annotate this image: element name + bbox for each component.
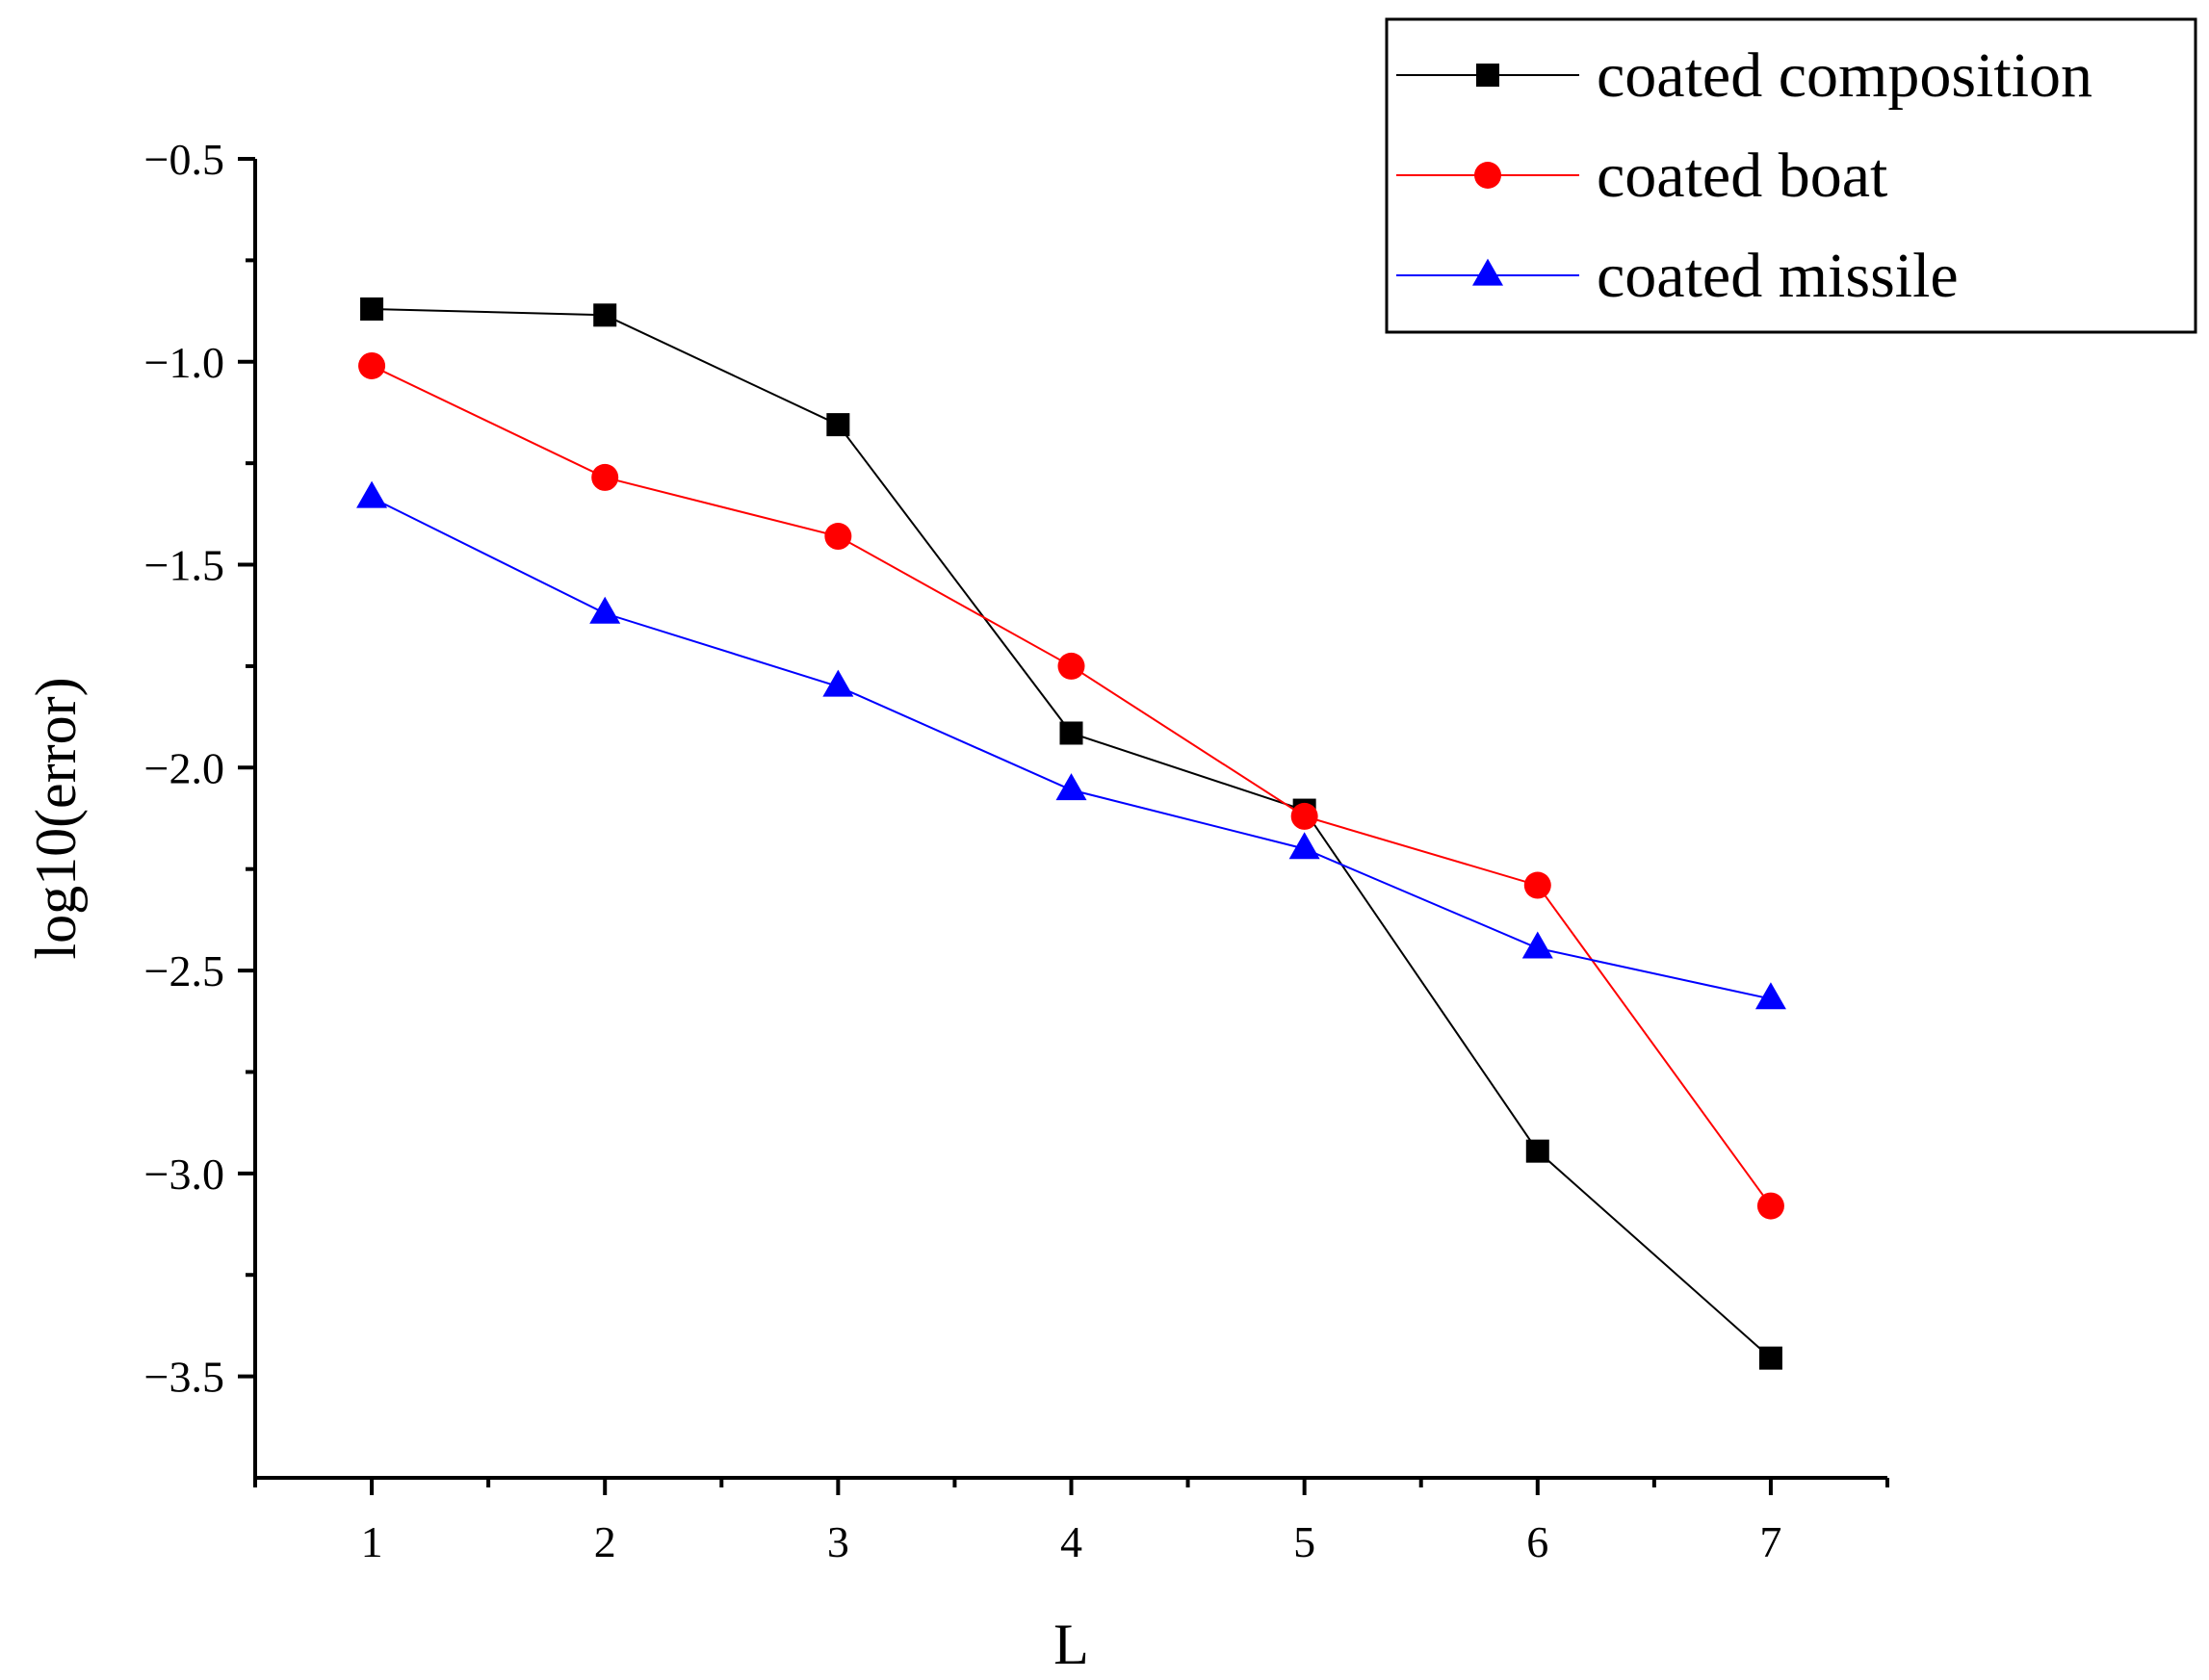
x-tick-label: 3 (827, 1517, 849, 1566)
y-tick-label: −1.0 (144, 338, 224, 387)
data-point (1523, 871, 1551, 899)
data-point (1525, 1139, 1549, 1163)
y-tick-label: −1.5 (144, 541, 224, 590)
y-axis-title: log10(error) (24, 677, 88, 959)
data-point (1521, 931, 1553, 959)
series-coated-composition (360, 297, 1782, 1370)
legend-label: coated boat (1597, 141, 1887, 211)
data-point (822, 669, 854, 697)
x-tick-label: 2 (594, 1517, 616, 1566)
legend-marker (1476, 64, 1499, 87)
x-axis-title: L (1053, 1613, 1089, 1676)
series-layer (356, 297, 1786, 1370)
legend: coated composition coated boat coated miss… (1385, 17, 2197, 334)
x-tick-label: 1 (361, 1517, 383, 1566)
legend-label: coated missile (1597, 241, 1959, 311)
data-point (1290, 802, 1318, 830)
y-tick-label: −3.5 (144, 1353, 224, 1402)
x-tick-label: 4 (1060, 1517, 1082, 1566)
legend-label: coated composition (1597, 40, 2092, 111)
data-point (826, 413, 850, 437)
x-tick-label: 6 (1526, 1517, 1548, 1566)
data-point (360, 297, 384, 321)
data-point (356, 480, 388, 508)
series-line (371, 497, 1772, 1000)
data-point (1057, 652, 1085, 680)
legend-marker (1472, 258, 1503, 286)
data-point (1758, 1346, 1782, 1370)
data-point (1754, 982, 1786, 1010)
data-point (1288, 832, 1320, 860)
y-tick-label: −0.5 (144, 135, 224, 184)
y-tick-label: −2.5 (144, 946, 224, 995)
data-point (1055, 773, 1087, 801)
data-point (1756, 1192, 1784, 1220)
series-coated-boat (358, 351, 1784, 1220)
axes: −0.5 −1.0 −1.5 −2.0 −2.5 −3.0 −3.5 1 2 3 4 5 6 7 Llog1… (24, 135, 1889, 1676)
y-tick-label: −2.0 (144, 743, 224, 792)
data-point (589, 596, 621, 624)
legend-marker (1474, 162, 1501, 189)
y-tick-label: −3.0 (144, 1150, 224, 1199)
x-tick-label: 7 (1759, 1517, 1781, 1566)
data-point (824, 523, 852, 551)
x-tick-label: 5 (1293, 1517, 1315, 1566)
data-point (358, 351, 386, 379)
data-point (1059, 721, 1083, 745)
series-coated-missile (356, 480, 1786, 1010)
data-point (593, 303, 617, 327)
data-point (591, 463, 619, 491)
